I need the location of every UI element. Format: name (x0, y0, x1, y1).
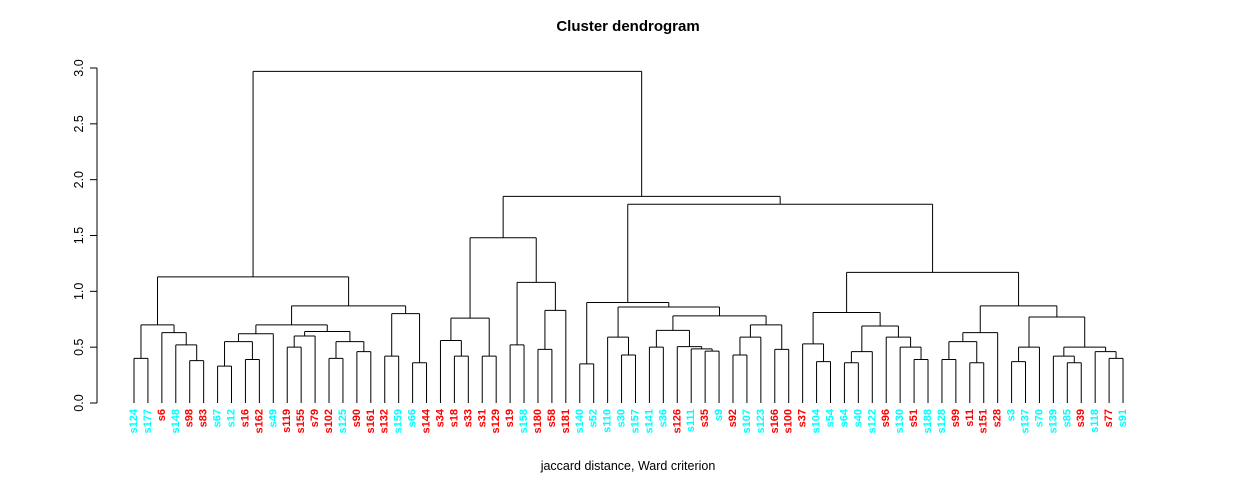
leaf-label-s52: s52 (588, 409, 600, 427)
leaf-label-s33: s33 (462, 409, 474, 427)
y-axis-tick-label: 0.5 (72, 338, 86, 355)
y-axis-tick-label: 1.0 (72, 283, 86, 300)
leaf-label-s12: s12 (226, 409, 238, 427)
leaf-label-s30: s30 (616, 409, 628, 427)
leaf-label-s125: s125 (337, 409, 349, 433)
leaf-label-s102: s102 (323, 409, 335, 433)
leaf-label-s77: s77 (1103, 409, 1115, 427)
leaf-label-s35: s35 (699, 409, 711, 427)
leaf-label-s137: s137 (1020, 409, 1032, 433)
leaf-label-s11: s11 (964, 409, 976, 427)
leaf-label-s124: s124 (128, 408, 140, 433)
leaf-label-s91: s91 (1117, 409, 1129, 427)
leaf-label-s100: s100 (783, 409, 795, 433)
leaf-label-s161: s161 (365, 409, 377, 433)
leaf-label-s92: s92 (727, 409, 739, 427)
leaf-label-s18: s18 (448, 409, 460, 427)
leaf-label-s119: s119 (281, 409, 293, 433)
leaf-label-s139: s139 (1047, 409, 1059, 433)
leaf-label-s83: s83 (198, 409, 210, 427)
leaf-label-s37: s37 (797, 409, 809, 427)
leaf-label-s54: s54 (825, 408, 837, 427)
leaf-label-s159: s159 (393, 409, 405, 433)
leaf-label-s90: s90 (351, 409, 363, 427)
leaf-label-s70: s70 (1033, 409, 1045, 427)
leaf-label-s34: s34 (434, 408, 446, 427)
chart-title: Cluster dendrogram (556, 18, 700, 35)
leaf-label-s6: s6 (156, 409, 168, 421)
y-axis-tick-label: 0.0 (72, 394, 86, 411)
leaf-labels: s124 s177 s6 s148 s98 s83 s67 s12 s16 s162 s49 s119… (128, 408, 1129, 433)
leaf-label-s118: s118 (1089, 409, 1101, 433)
leaf-label-s99: s99 (950, 409, 962, 427)
leaf-label-s98: s98 (184, 409, 196, 427)
leaf-label-s166: s166 (769, 409, 781, 433)
leaf-label-s180: s180 (532, 409, 544, 433)
leaf-label-s129: s129 (490, 409, 502, 433)
y-axis-tick-label: 3.0 (72, 59, 86, 76)
leaf-label-s110: s110 (602, 409, 614, 433)
leaf-label-s64: s64 (838, 408, 850, 427)
chart-subtitle: jaccard distance, Ward criterion (540, 459, 716, 473)
leaf-label-s158: s158 (518, 409, 530, 433)
leaf-label-s188: s188 (922, 409, 934, 433)
leaf-label-s144: s144 (421, 408, 433, 433)
leaf-label-s31: s31 (476, 409, 488, 427)
leaf-label-s79: s79 (309, 409, 321, 427)
leaf-label-s111: s111 (685, 409, 697, 432)
leaf-label-s126: s126 (671, 409, 683, 433)
leaf-label-s85: s85 (1061, 409, 1073, 427)
y-axis-tick-label: 2.0 (72, 171, 86, 188)
leaf-label-s128: s128 (936, 409, 948, 433)
leaf-label-s177: s177 (142, 409, 154, 433)
leaf-label-s49: s49 (267, 409, 279, 427)
leaf-label-s16: s16 (239, 409, 251, 427)
leaf-label-s132: s132 (379, 409, 391, 433)
leaf-label-s51: s51 (908, 409, 920, 427)
leaf-label-s67: s67 (212, 409, 224, 427)
leaf-label-s155: s155 (295, 409, 307, 433)
leaf-label-s151: s151 (978, 409, 990, 433)
leaf-label-s122: s122 (866, 409, 878, 433)
leaf-label-s28: s28 (992, 409, 1004, 427)
leaf-label-s96: s96 (880, 409, 892, 427)
y-axis-tick-label: 1.5 (72, 227, 86, 244)
leaf-label-s181: s181 (560, 409, 572, 433)
leaf-label-s157: s157 (629, 409, 641, 433)
dendrogram-lines (133, 70, 1124, 403)
leaf-label-s123: s123 (755, 409, 767, 433)
leaf-label-s148: s148 (170, 409, 182, 433)
leaf-label-s140: s140 (574, 409, 586, 433)
leaf-label-s9: s9 (713, 409, 725, 421)
leaf-label-s40: s40 (852, 409, 864, 427)
leaf-label-s3: s3 (1006, 409, 1018, 421)
leaf-label-s39: s39 (1075, 409, 1087, 427)
leaf-label-s58: s58 (546, 409, 558, 427)
leaf-label-s36: s36 (657, 409, 669, 427)
leaf-label-s66: s66 (407, 409, 419, 427)
leaf-label-s104: s104 (811, 408, 823, 433)
leaf-label-s19: s19 (504, 409, 516, 427)
leaf-label-s130: s130 (894, 409, 906, 433)
leaf-label-s141: s141 (643, 409, 655, 433)
y-axis: 0.0 0.5 1.0 1.5 2.0 2.5 3.0 (72, 59, 98, 412)
y-axis-tick-label: 2.5 (72, 115, 86, 132)
leaf-label-s107: s107 (741, 409, 753, 433)
leaf-label-s162: s162 (253, 409, 265, 433)
